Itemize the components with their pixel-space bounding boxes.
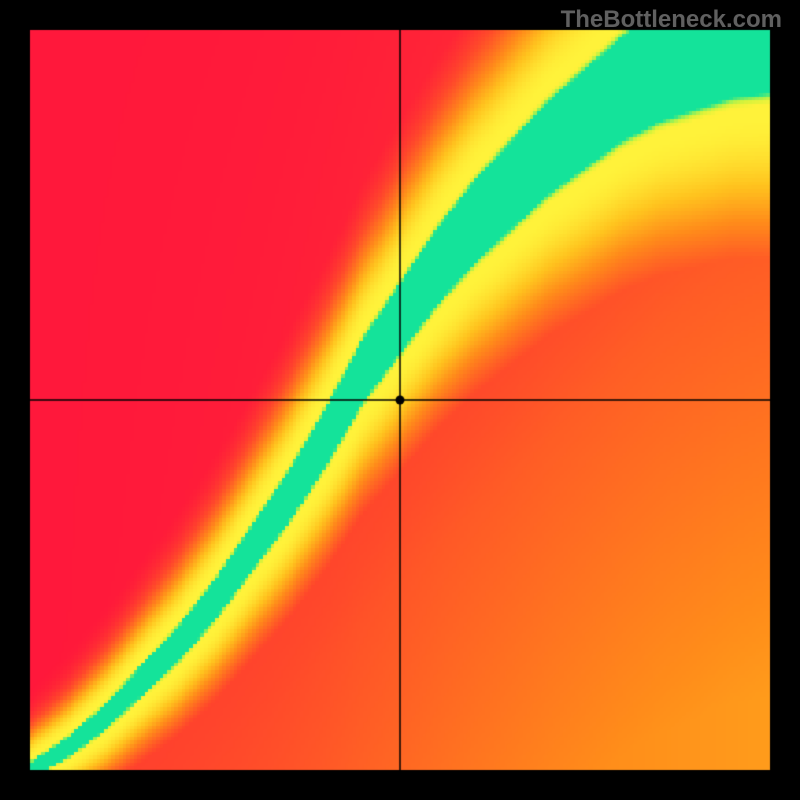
bottleneck-heatmap <box>0 0 800 800</box>
chart-stage: TheBottleneck.com <box>0 0 800 800</box>
